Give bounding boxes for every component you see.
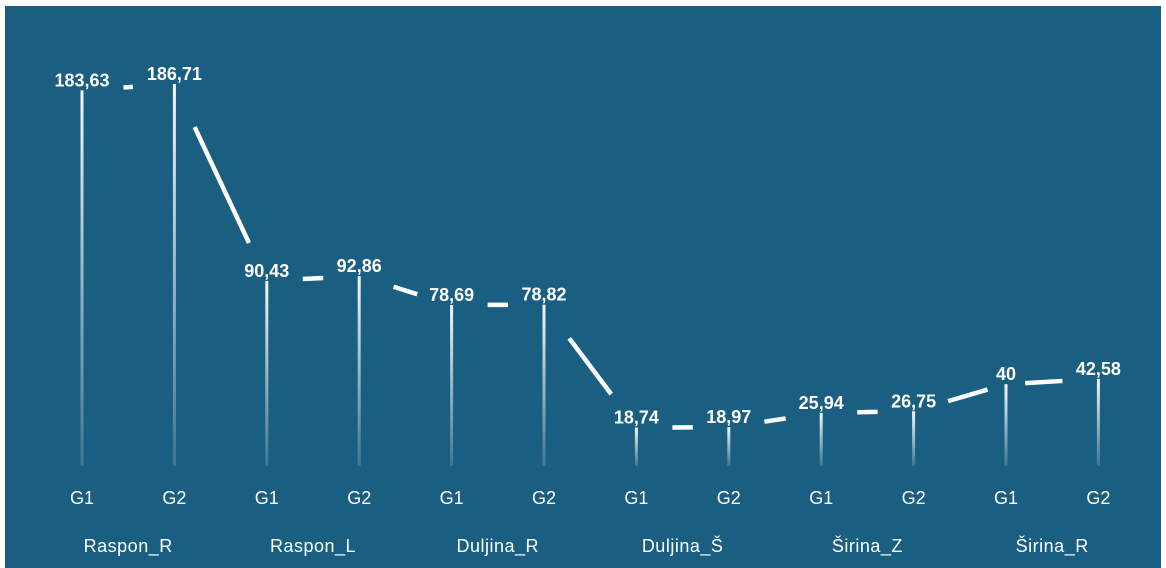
drop-line: [80, 90, 84, 466]
x-tick-label: G2: [162, 488, 186, 508]
drop-line: [912, 411, 916, 466]
x-tick-label: G1: [809, 488, 833, 508]
data-label: 186,71: [147, 64, 202, 84]
x-group-label: Raspon_L: [270, 536, 356, 557]
data-label: 25,94: [799, 393, 844, 413]
x-tick-label: G1: [994, 488, 1018, 508]
line-chart: 183,63 186,71 90,43 92,86 78,69 78,82 18,74 18,…: [5, 6, 1161, 568]
data-label: 18,97: [706, 407, 751, 427]
line-segment: [192, 126, 252, 244]
x-axis-group-labels: Raspon_R Raspon_L Duljina_R Duljina_Š Širina…: [84, 535, 1089, 557]
data-label: 78,82: [521, 285, 566, 305]
data-label: 78,69: [429, 285, 474, 305]
line-segment: [1025, 378, 1063, 386]
line-segment: [764, 416, 786, 424]
x-group-label: Duljina_Š: [642, 535, 724, 557]
drop-line: [450, 305, 454, 466]
x-tick-label: G2: [902, 488, 926, 508]
data-label: 18,74: [614, 408, 659, 428]
x-group-label: Širina_Z: [832, 535, 903, 557]
drop-line: [357, 276, 361, 466]
x-tick-label: G2: [1086, 488, 1110, 508]
line-segment: [947, 387, 989, 404]
drop-line: [542, 304, 546, 466]
x-tick-label: G1: [440, 488, 464, 508]
drop-line: [1004, 384, 1008, 466]
drop-lines: [80, 84, 1100, 466]
data-label: 90,43: [244, 261, 289, 281]
data-label: 92,86: [337, 256, 382, 276]
drop-line: [172, 84, 176, 466]
x-group-label: Raspon_R: [84, 536, 173, 557]
drop-line: [819, 412, 823, 466]
line-segment: [567, 336, 613, 396]
x-group-label: Duljina_R: [457, 536, 540, 557]
line-segment: [302, 275, 324, 282]
line-segment: [123, 84, 134, 90]
x-group-label: Širina_R: [1016, 535, 1089, 557]
series-line: [123, 84, 1063, 430]
x-tick-label: G2: [717, 488, 741, 508]
line-segment: [392, 284, 418, 297]
x-tick-label: G1: [70, 488, 94, 508]
chart-background: [5, 6, 1161, 568]
data-label: 40: [996, 364, 1016, 384]
x-tick-label: G1: [255, 488, 279, 508]
drop-line: [727, 427, 731, 466]
data-labels: 183,63 186,71 90,43 92,86 78,69 78,82 18,74 18,…: [54, 64, 1120, 428]
data-label: 42,58: [1076, 359, 1121, 379]
drop-line: [1096, 378, 1100, 466]
drop-line: [634, 427, 638, 466]
x-tick-label: G2: [532, 488, 556, 508]
data-label: 26,75: [891, 391, 936, 411]
x-tick-label: G2: [347, 488, 371, 508]
data-label: 183,63: [54, 70, 109, 90]
x-axis-tick-labels: G1 G2 G1 G2 G1 G2 G1 G2 G1 G2 G1 G2: [70, 488, 1110, 508]
x-tick-label: G1: [624, 488, 648, 508]
drop-line: [265, 280, 269, 466]
